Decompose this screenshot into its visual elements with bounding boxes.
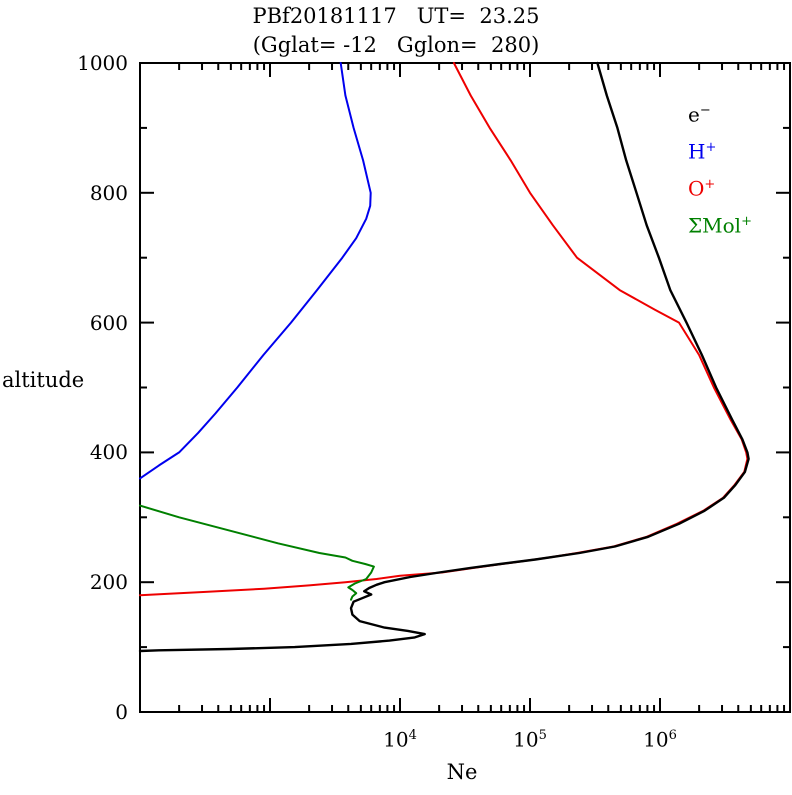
legend-item-electron: e− [688,98,711,127]
x-tick-base: 10 [513,727,539,752]
y-tick-label-800: 800 [89,181,128,205]
curve-electron [138,61,750,653]
y-tick-label-200: 200 [89,570,128,594]
x-tick-exponent: 6 [668,728,677,743]
y-tick-label-1000: 1000 [77,51,128,75]
legend-item-mol-plus: ΣMol+ [688,209,752,238]
x-tick-base: 10 [643,727,669,752]
curve-o-plus [139,62,749,597]
curve-h-plus [139,62,372,480]
x-tick-exponent: 4 [408,728,417,743]
legend-label: H [688,139,706,164]
legend-superscript: − [699,103,711,118]
y-tick-label-400: 400 [89,440,128,464]
legend-label: e [688,102,700,127]
x-tick-exponent: 5 [538,728,547,743]
legend-superscript: + [704,177,716,192]
x-tick-label-1e4: 104 [360,722,440,752]
x-axis-label: Ne [446,760,478,784]
axes-frame-and-ticks [139,62,791,713]
curve-mol-plus [139,504,375,601]
x-tick-base: 10 [383,727,409,752]
chart-title: PBf20181117 UT= 23.25 [252,4,540,28]
y-tick-label-0: 0 [115,700,128,724]
x-tick-label-1e6: 106 [620,722,700,752]
chart-subtitle: (Gglat= -12 Gglon= 280) [252,33,540,57]
legend-item-h-plus: H+ [688,135,717,164]
x-tick-label-1e5: 105 [490,722,570,752]
legend-label: ΣMol [688,213,742,238]
legend-superscript: + [741,214,752,229]
legend-label: O [688,176,705,201]
legend-superscript: + [705,140,717,155]
legend-item-o-plus: O+ [688,172,716,201]
data-curves [138,61,750,653]
y-axis-label: altitude [2,368,85,392]
y-tick-label-600: 600 [89,311,128,335]
